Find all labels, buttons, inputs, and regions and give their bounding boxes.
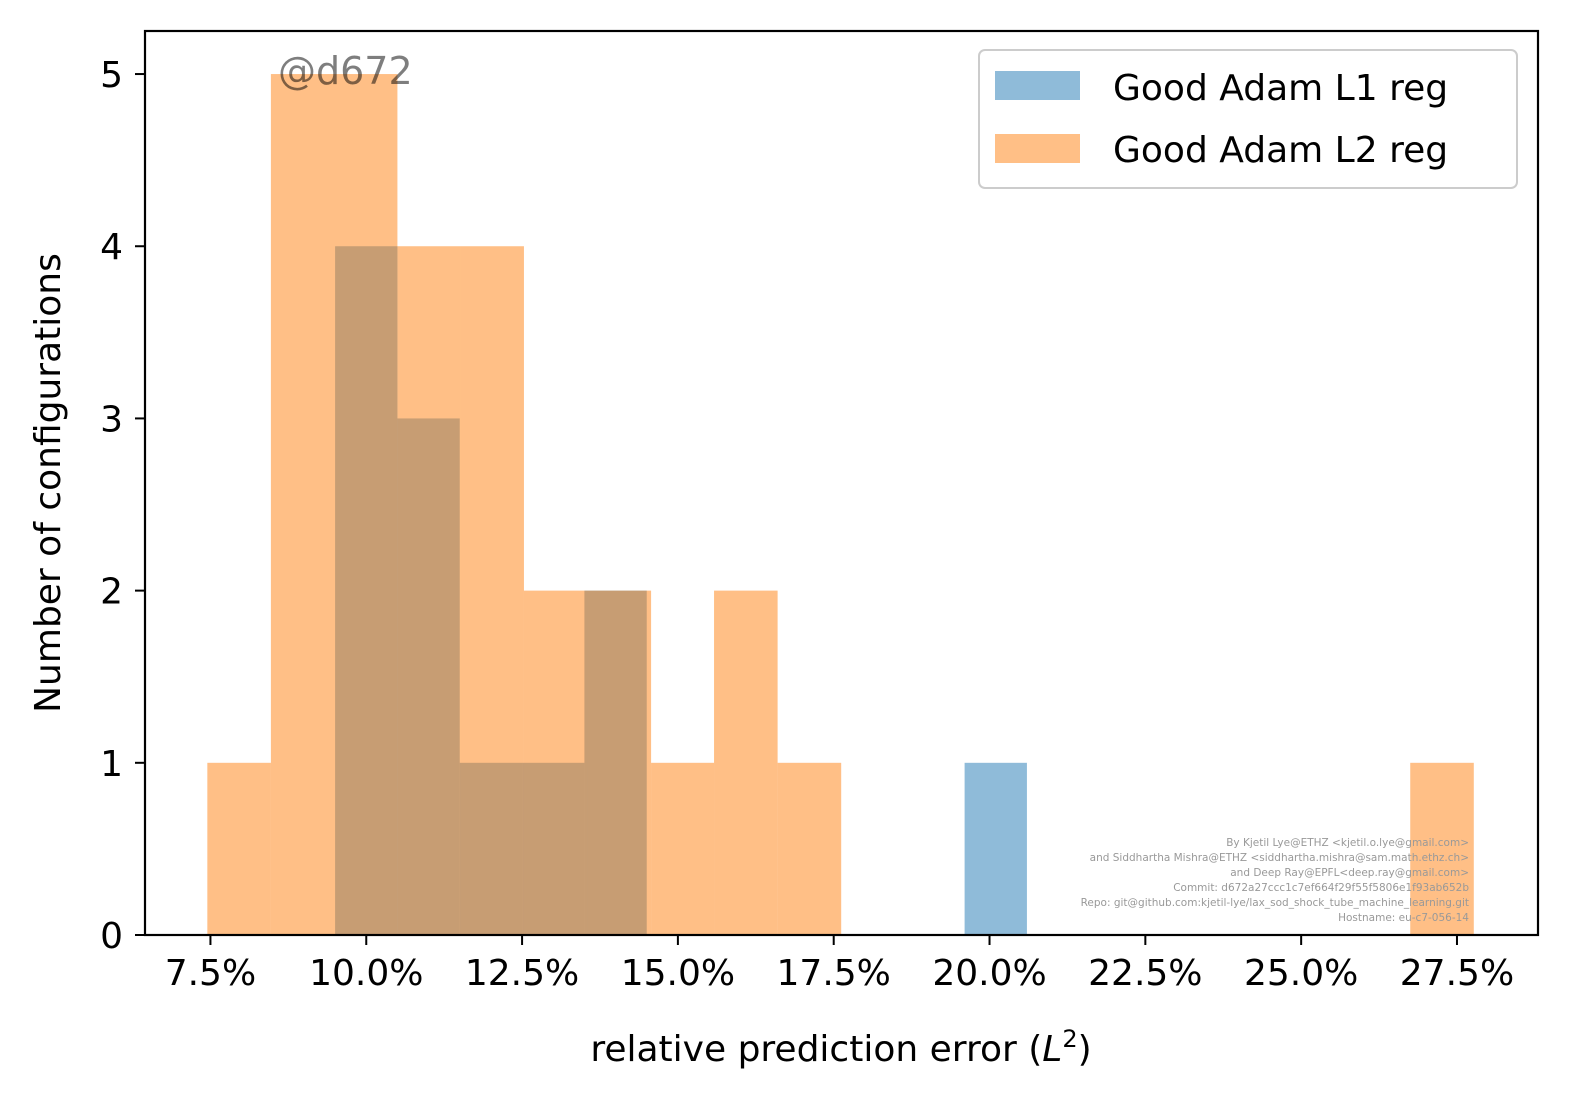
y-tick-label: 1: [100, 744, 123, 785]
histogram-bar-l2: [270, 74, 335, 936]
credit-line: and Siddhartha Mishra@ETHZ <siddhartha.m…: [1090, 852, 1469, 864]
credit-line: Repo: git@github.com:kjetil-lye/lax_sod_…: [1081, 897, 1469, 909]
y-tick-label: 5: [100, 55, 123, 96]
histogram-bar-l2: [587, 590, 652, 935]
x-tick-label: 10.0%: [309, 953, 423, 994]
legend-swatch-l2: [995, 134, 1080, 163]
x-axis-label-text: relative prediction error: [590, 1029, 1017, 1070]
histogram-bar-l2: [207, 762, 271, 935]
x-tick-label: 12.5%: [465, 953, 579, 994]
y-tick-label: 2: [100, 572, 123, 613]
credit-line: Commit: d672a27ccc1c7ef664f29f55f5806e1f…: [1173, 882, 1469, 894]
x-axis-label: relative prediction error (L2): [590, 1025, 1091, 1070]
histogram-bar-l2: [651, 762, 715, 935]
x-tick-label: 20.0%: [932, 953, 1046, 994]
x-tick-label: 7.5%: [165, 953, 256, 994]
x-tick-label: 15.0%: [621, 953, 735, 994]
histogram-bars: [207, 74, 1474, 936]
y-axis-ticks: 0 1 2 3 4 5: [100, 55, 145, 957]
y-tick-label: 0: [100, 916, 123, 957]
x-tick-label: 22.5%: [1088, 953, 1202, 994]
histogram-bar-l2: [777, 762, 842, 935]
legend-swatch-l1: [995, 71, 1080, 100]
x-tick-label: 17.5%: [777, 953, 891, 994]
x-axis-label-superscript: 2: [1062, 1025, 1077, 1053]
x-axis-ticks: 7.5% 10.0% 12.5% 15.0% 17.5% 20.0% 22.5% 25.0% 2…: [165, 935, 1514, 994]
histogram-bar-l2: [1410, 762, 1474, 935]
histogram-bar-l2: [397, 246, 461, 936]
histogram-bar-l1: [964, 762, 1027, 935]
x-tick-label: 25.0%: [1244, 953, 1358, 994]
credit-line: By Kjetil Lye@ETHZ <kjetil.o.lye@gmail.c…: [1226, 837, 1469, 849]
y-tick-label: 4: [100, 227, 123, 268]
histogram-bar-l2: [461, 246, 524, 936]
x-axis-label-math: L: [1042, 1029, 1062, 1070]
plot-frame: [143, 29, 1540, 937]
histogram-bar-l2: [523, 590, 588, 935]
y-axis-label: Number of configurations: [28, 253, 69, 713]
legend-label-l2: Good Adam L2 reg: [1113, 130, 1448, 171]
commit-watermark: @d672: [278, 49, 413, 93]
histogram-bar-l2: [334, 74, 398, 936]
histogram-bar-l2: [714, 590, 778, 935]
legend-label-l1: Good Adam L1 reg: [1113, 68, 1448, 109]
x-tick-label: 27.5%: [1400, 953, 1514, 994]
y-tick-label: 3: [100, 399, 123, 440]
credit-line: Hostname: eu-c7-056-14: [1338, 912, 1469, 924]
legend-box: [978, 49, 1518, 189]
credit-line: and Deep Ray@EPFL<deep.ray@gmail.com>: [1230, 867, 1469, 879]
legend: Good Adam L1 reg Good Adam L2 reg: [978, 49, 1518, 189]
